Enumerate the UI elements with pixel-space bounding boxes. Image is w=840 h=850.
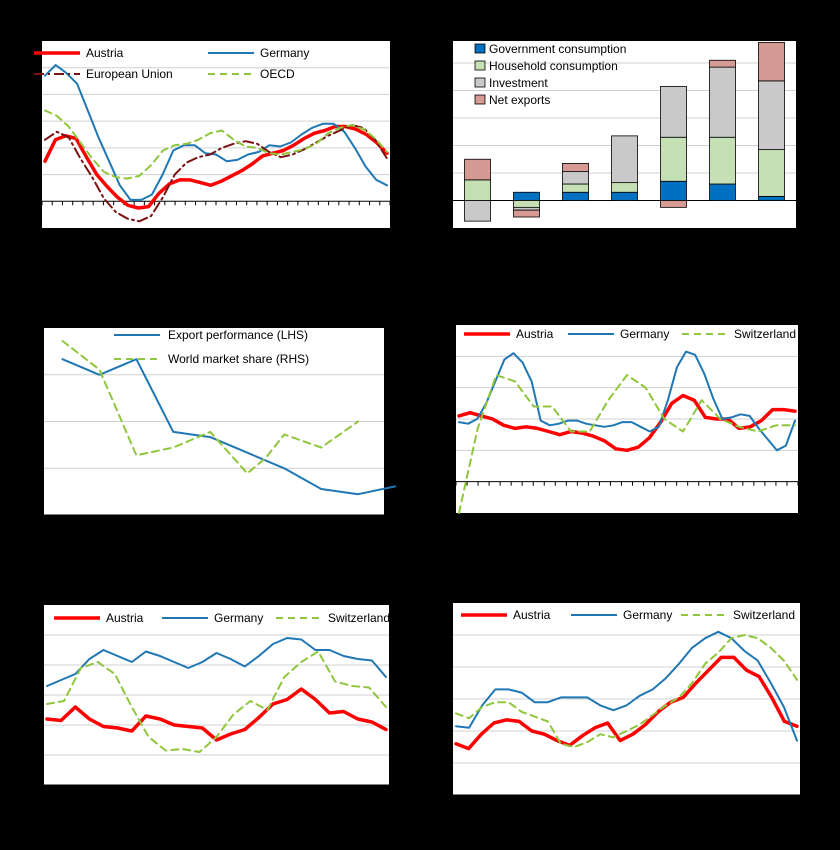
legend-swatch [474, 43, 486, 54]
legend-label: OECD [260, 67, 295, 81]
bar-segment-government-consumption [611, 191, 638, 201]
bar-segment-net-exports [562, 162, 589, 173]
chart-panel-6: Austria Germany Switzerland [452, 603, 801, 799]
legend-label: Germany [623, 608, 672, 622]
series-line-switzerland [458, 374, 796, 514]
legend-label: Switzerland [733, 608, 795, 622]
legend-label: Investment [489, 76, 548, 90]
legend-swatch [474, 94, 486, 105]
legend-label: Austria [516, 327, 554, 341]
chart-panel-1: Austria Germany European Union OECD [34, 41, 391, 228]
series-line-austria [454, 655, 799, 751]
legend-label: Austria [106, 611, 144, 625]
legend-label: World market share (RHS) [168, 352, 309, 366]
bar-segment-household-consumption [660, 136, 687, 182]
series-line-germany [46, 637, 387, 687]
plot-area [42, 41, 390, 228]
legend-label: Switzerland [328, 611, 390, 625]
legend-label: Switzerland [734, 327, 796, 341]
legend-label: Austria [86, 46, 124, 60]
bar-segment-investment [562, 171, 589, 185]
legend-swatch [474, 77, 486, 88]
bar-segment-government-consumption [562, 191, 589, 201]
bar-segment-net-exports [513, 209, 540, 218]
series-line-austria [43, 124, 389, 210]
bar-segment-investment [513, 206, 540, 211]
bar-segment-investment [660, 85, 687, 138]
bar-segment-government-consumption [513, 191, 540, 201]
series-line-germany [455, 630, 798, 742]
bar-segment-household-consumption [611, 182, 638, 193]
chart-panel-4: Austria Germany Switzerland [455, 325, 799, 514]
series-line-world-market-share-rhs- [61, 340, 360, 475]
legend-label: Austria [513, 608, 551, 622]
bar-segment-household-consumption [758, 149, 785, 197]
legend-label: Government consumption [489, 42, 626, 56]
series-line-switzerland [46, 650, 387, 753]
bar-segment-investment [464, 200, 491, 222]
series-line-austria [457, 393, 797, 453]
bar-segment-investment [758, 80, 785, 151]
bar-segment-net-exports [464, 158, 491, 181]
legend-label: Germany [260, 46, 309, 60]
bar-segment-government-consumption [709, 183, 736, 201]
series-line-austria [45, 687, 388, 742]
series-line-germany [458, 350, 796, 452]
bar-segment-net-exports [758, 41, 785, 82]
bar-segment-government-consumption [758, 195, 785, 201]
bar-segment-household-consumption [562, 183, 589, 193]
chart-panel-2: Government consumption Household consumpt… [453, 41, 796, 228]
legend-label: Household consumption [489, 59, 618, 73]
legend-label: Export performance (LHS) [168, 328, 308, 342]
bar-segment-net-exports [660, 200, 687, 208]
series-line-european-union [44, 124, 388, 223]
bar-segment-government-consumption [660, 180, 687, 201]
bar-segment-household-consumption [513, 200, 540, 208]
bar-segment-household-consumption [709, 136, 736, 185]
series-line-oecd [44, 109, 388, 180]
legend-label: Net exports [489, 93, 550, 107]
series-line-germany [44, 64, 388, 201]
bar-segment-investment [611, 135, 638, 184]
legend-label: European Union [86, 67, 173, 81]
legend-label: Germany [214, 611, 263, 625]
bar-segment-investment [709, 66, 736, 138]
bar-segment-household-consumption [464, 179, 491, 201]
legend-label: Germany [620, 327, 669, 341]
chart-panel-3: Export performance (LHS) World market sha… [43, 328, 397, 519]
bar-segment-net-exports [709, 59, 736, 68]
legend-swatch [474, 60, 486, 71]
chart-panel-5: Austria Germany Switzerland [43, 605, 390, 789]
series-line-switzerland [455, 634, 798, 748]
series-line-export-performance-lhs- [61, 358, 397, 496]
